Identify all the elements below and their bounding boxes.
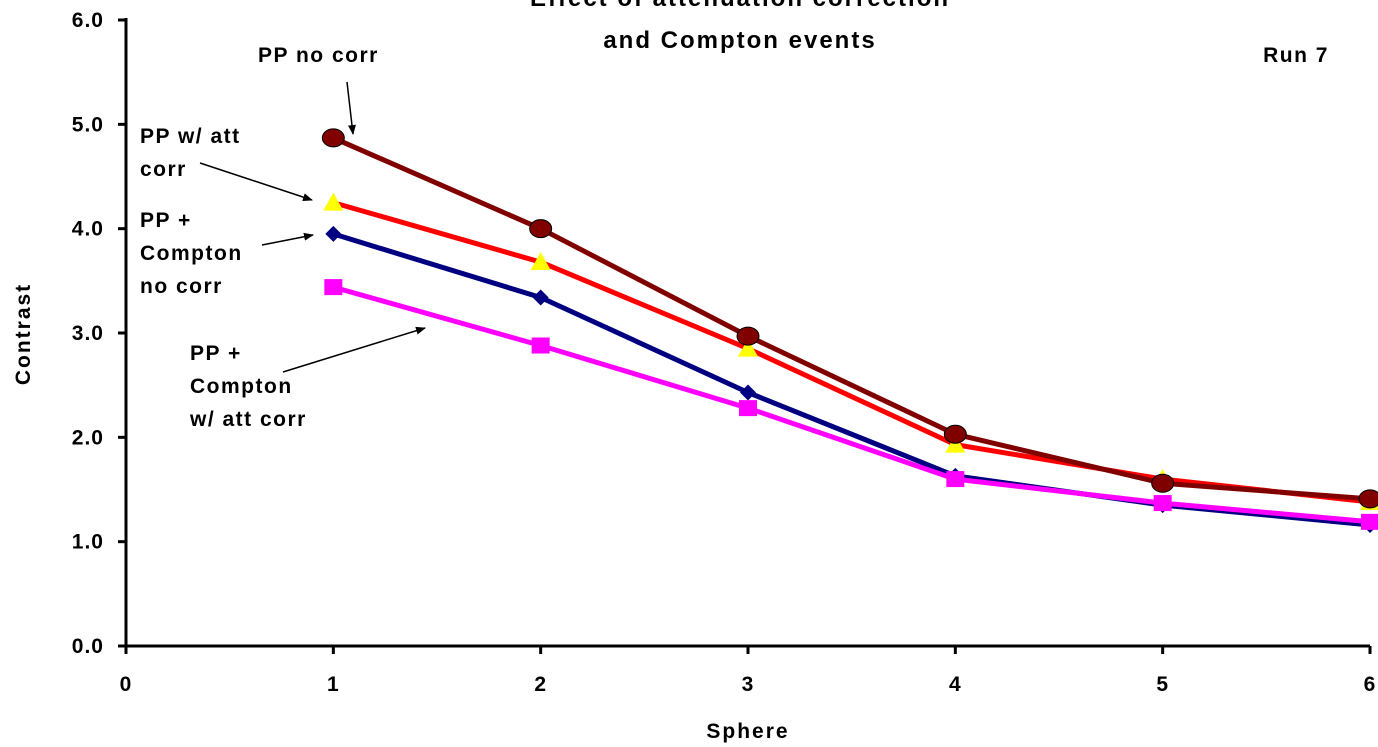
annotation-arrow-pp-att [199,162,313,201]
annotation-arrow-ppc-nocorr [261,232,314,246]
x-tick-label: 4 [949,673,962,696]
y-tick-label: 3.0 [72,322,104,345]
series-pp-att [323,192,1378,511]
x-axis-title: Sphere [706,720,789,743]
data-point-pp-nocorr [1358,489,1378,509]
data-point-pp-nocorr [321,128,345,148]
x-tick-label: 6 [1364,673,1377,696]
y-tick-label: 1.0 [72,531,104,554]
series-line-ppc-nocorr [332,231,1371,528]
annotation-arrow-ppc-att [282,326,426,373]
data-point-ppc-att [324,279,343,296]
annotation-text-ppc-nocorr: no corr [140,275,223,298]
annotation-ppc-att: PP + Compton w/ att corr [189,326,426,431]
annotation-text-pp-nocorr: PP no corr [258,44,379,67]
chart-title-line-2: and Compton events [603,27,876,54]
data-point-pp-nocorr [1151,473,1175,493]
data-point-pp-nocorr [943,424,967,444]
y-tick-label: 4.0 [72,218,104,241]
series-pp-nocorr [321,128,1378,509]
x-tick-label: 1 [327,673,340,696]
series-ppc-att [324,279,1378,530]
series-line-ppc-att [332,284,1371,525]
y-tick-labels: 0.0 1.0 2.0 3.0 4.0 5.0 6.0 [72,9,104,658]
chart-title-line-1: Effect of attenuation correction [530,0,950,12]
y-axis-title: Contrast [12,283,35,385]
data-point-ppc-nocorr [325,225,342,242]
y-tick-label: 2.0 [72,426,104,449]
data-point-pp-att [323,192,344,211]
data-point-ppc-att [739,400,757,417]
y-tick-label: 0.0 [72,635,104,658]
annotation-text-ppc-att: PP + [190,342,242,365]
x-tick-label: 0 [120,673,133,696]
data-point-ppc-att [531,337,550,354]
annotation-ppc-nocorr: PP + Compton no corr [140,209,314,298]
series-line-pp-nocorr [332,135,1371,502]
x-tick-label: 2 [534,673,547,696]
annotation-text-pp-att: corr [140,158,187,181]
data-point-ppc-att [1361,513,1378,530]
y-tick-label: 6.0 [72,9,104,32]
data-point-ppc-nocorr [740,384,756,401]
axes [118,18,1372,654]
x-tick-label: 3 [742,673,755,696]
data-point-pp-att [738,338,758,357]
x-tick-labels: 0 1 2 3 4 5 6 [120,673,1377,696]
x-tick-label: 5 [1156,673,1169,696]
annotation-text-ppc-att: w/ att corr [189,408,307,431]
y-tick-label: 5.0 [72,113,104,136]
series-line-pp-att [332,200,1371,505]
data-point-ppc-att [1153,495,1172,512]
series-group [321,128,1378,533]
annotation-pp-att: PP w/ att corr [140,125,313,201]
annotation-arrow-pp-nocorr [346,81,356,135]
annotation-text-ppc-nocorr: PP + [140,209,192,232]
annotation-text-ppc-nocorr: Compton [140,242,243,265]
data-point-pp-att [530,252,551,271]
run-label: Run 7 [1263,44,1329,67]
annotation-text-pp-att: PP w/ att [140,125,241,148]
data-point-pp-nocorr [529,219,553,239]
annotation-text-ppc-att: Compton [190,375,293,398]
annotations: PP no corr PP w/ att corr PP + Compton no cor… [140,44,426,431]
data-point-ppc-nocorr [532,289,549,306]
data-point-pp-nocorr [736,326,760,346]
annotation-pp-nocorr: PP no corr [258,44,379,135]
data-point-ppc-att [946,471,965,488]
